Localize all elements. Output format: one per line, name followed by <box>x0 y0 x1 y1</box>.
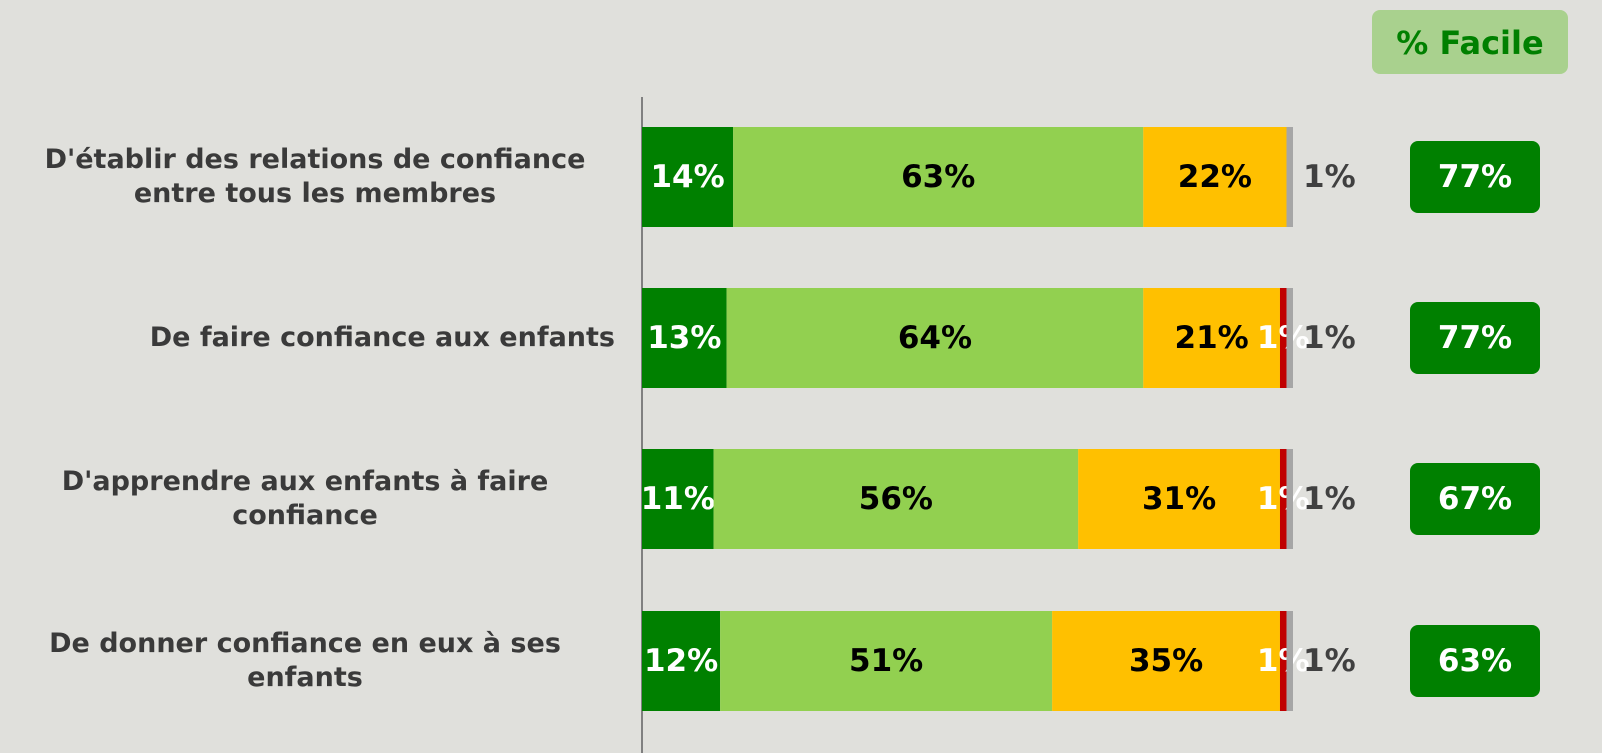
value-label: 1% <box>1257 320 1310 356</box>
value-label: 64% <box>898 320 972 356</box>
bar-segment <box>642 288 727 388</box>
value-label: 1% <box>1303 320 1356 356</box>
bar-segment <box>1279 288 1287 388</box>
value-label: 1% <box>1257 643 1310 679</box>
bar-segment <box>642 611 721 711</box>
bar-segment <box>720 611 1053 711</box>
value-label: 11% <box>641 481 715 517</box>
bar-segment <box>1286 449 1293 549</box>
bar-segment <box>733 127 1144 227</box>
value-label: 1% <box>1303 481 1356 517</box>
bar-segment <box>1279 611 1287 711</box>
value-label: 1% <box>1257 481 1310 517</box>
bar-segment <box>726 288 1144 388</box>
value-label: 35% <box>1129 643 1203 679</box>
category-label-wrap: D'établir des relations de confiance ent… <box>0 143 615 211</box>
category-label-wrap: D'apprendre aux enfants à faire confianc… <box>0 465 615 533</box>
category-label: D'établir des relations de confiance ent… <box>44 144 586 209</box>
category-label-wrap: De faire confiance aux enfants <box>0 321 615 355</box>
bar-segment <box>713 449 1079 549</box>
facile-label: 77% <box>1438 159 1512 195</box>
value-label: 22% <box>1178 159 1252 195</box>
bar-segment <box>1286 127 1293 227</box>
facile-header: % Facile <box>1396 24 1543 62</box>
bar-segment <box>1143 288 1280 388</box>
category-label: D'apprendre aux enfants à faire confianc… <box>61 466 549 531</box>
value-label: 13% <box>647 320 721 356</box>
value-label: 1% <box>1303 643 1356 679</box>
bar-segment <box>1279 449 1287 549</box>
value-label: 12% <box>644 643 718 679</box>
bar-segment <box>1143 127 1287 227</box>
value-label: 21% <box>1175 320 1249 356</box>
facile-label: 63% <box>1438 643 1512 679</box>
category-label: De faire confiance aux enfants <box>149 322 615 353</box>
value-label: 1% <box>1303 159 1356 195</box>
facile-box <box>1410 625 1540 697</box>
value-label: 51% <box>849 643 923 679</box>
facile-box <box>1410 463 1540 535</box>
category-label: De donner confiance en eux à ses enfants <box>49 628 561 693</box>
value-label: 63% <box>901 159 975 195</box>
bar-segment <box>1286 288 1293 388</box>
bar-segment <box>642 449 714 549</box>
facile-label: 67% <box>1438 481 1512 517</box>
facile-box <box>1410 141 1540 213</box>
bar-segment <box>1078 449 1280 549</box>
facile-box <box>1410 302 1540 374</box>
facile-label: 77% <box>1438 320 1512 356</box>
category-label-wrap: De donner confiance en eux à ses enfants <box>0 627 615 695</box>
facile-header-box <box>1372 10 1568 74</box>
value-label: 14% <box>650 159 724 195</box>
bar-segment <box>642 127 734 227</box>
bar-segment <box>1286 611 1293 711</box>
value-label: 31% <box>1142 481 1216 517</box>
bar-segment <box>1052 611 1280 711</box>
value-label: 56% <box>859 481 933 517</box>
